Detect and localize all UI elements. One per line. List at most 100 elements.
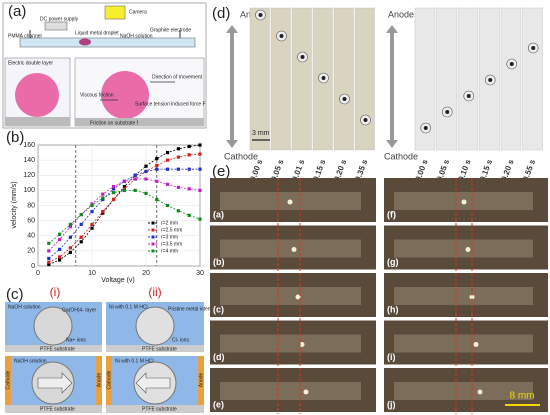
frame-label: (c) <box>213 304 224 314</box>
electrode <box>96 356 102 405</box>
arrow <box>37 372 73 394</box>
droplet <box>295 294 301 300</box>
data-point <box>198 152 202 156</box>
legend-label: r=2.5 mm <box>161 227 182 233</box>
data-point <box>198 143 202 147</box>
data-point <box>122 188 126 192</box>
data-point <box>58 247 62 251</box>
data-point <box>144 177 148 181</box>
data-point <box>198 217 202 221</box>
legend-marker <box>151 235 155 239</box>
data-point <box>112 187 116 191</box>
panel-label: (e) <box>212 163 230 180</box>
droplet <box>477 389 483 395</box>
droplet <box>135 306 175 346</box>
panel-label: (d) <box>212 5 230 22</box>
droplet-big <box>101 71 149 119</box>
data-point <box>176 209 180 213</box>
data-point <box>90 222 94 227</box>
data-point <box>144 164 148 168</box>
scale-label: 8 mm <box>510 391 535 402</box>
droplet-core <box>445 110 450 114</box>
data-point <box>68 250 72 254</box>
label: Viscous friction <box>80 92 114 98</box>
panel-b: (b) Voltage (v) velocity (mm/s) 0 20 40 60 8… <box>6 129 204 284</box>
series-line <box>48 178 201 252</box>
label: Cathode <box>106 370 112 389</box>
label: NaOH solution <box>14 358 47 364</box>
data-point <box>58 232 62 236</box>
data-point <box>68 222 72 227</box>
droplet-core <box>488 78 493 82</box>
panel-label: (c) <box>6 286 24 303</box>
data-point <box>155 167 159 171</box>
electrode <box>106 356 112 405</box>
label: Direction of movement <box>152 74 203 80</box>
data-point <box>176 155 180 159</box>
sub-label: (i) <box>50 285 61 299</box>
label: PMMA channel <box>8 33 42 39</box>
droplet-core <box>342 97 347 101</box>
y-tick-label: 0 <box>31 263 35 270</box>
y-tick-label: 100 <box>23 187 35 194</box>
legend-marker <box>151 242 155 246</box>
panel-d: (d) Anode Cathode Anode Cathode 0.00 s0.… <box>212 5 543 182</box>
data-point <box>47 260 51 264</box>
data-point <box>90 226 94 230</box>
data-point <box>79 212 83 217</box>
data-point <box>166 150 170 155</box>
data-point <box>155 197 159 202</box>
label: Anode <box>96 373 102 388</box>
video-frame <box>436 7 457 151</box>
droplet-core <box>531 46 536 50</box>
data-point <box>144 191 148 195</box>
channel <box>394 334 533 353</box>
frame-label: (g) <box>387 257 399 267</box>
data-point <box>166 203 170 208</box>
label: Cathode <box>5 370 11 389</box>
video-frame <box>522 7 543 151</box>
droplet <box>465 247 471 252</box>
frame-label: (a) <box>213 209 224 219</box>
data-point <box>187 153 191 157</box>
label: PTFE substrate <box>40 346 75 352</box>
data-point <box>166 182 170 186</box>
panel-a: (a) Camera DC power supply Graphite elec… <box>2 2 207 129</box>
y-tick-label: 60 <box>27 217 35 224</box>
label: PTFE substrate <box>40 406 75 412</box>
droplet-big <box>15 73 59 117</box>
label: NaOH solution <box>8 304 41 310</box>
scale-label: 3 mm <box>252 130 270 137</box>
label: Camera <box>129 9 147 15</box>
camera-icon <box>104 5 126 20</box>
data-point <box>47 262 51 267</box>
data-point <box>198 188 202 192</box>
substrate <box>5 117 70 126</box>
arrow <box>135 372 171 394</box>
arrow <box>386 25 398 148</box>
data-point <box>187 167 191 171</box>
panel-label: (a) <box>8 3 26 20</box>
video-frame <box>414 7 436 151</box>
droplet <box>33 306 73 346</box>
droplet-core <box>279 34 284 38</box>
label: Anode <box>198 373 204 388</box>
data-point <box>58 237 62 242</box>
power-icon <box>44 21 68 31</box>
frame-label: (i) <box>387 352 396 362</box>
substrate <box>5 345 102 352</box>
panel-e: (e) (a) (b) (c) (d) (e) (f) (g) (h) (i) (j) 8 mm <box>210 163 548 414</box>
data-point <box>112 191 116 195</box>
substrate <box>75 118 204 126</box>
y-tick-label: 40 <box>27 233 35 240</box>
channel <box>220 334 361 353</box>
legend-marker <box>151 228 155 232</box>
frame-label: (e) <box>213 399 224 409</box>
data-point <box>176 147 180 151</box>
label: Pristine metal interface <box>168 306 219 312</box>
frame-label: (h) <box>387 304 399 314</box>
channel <box>220 287 361 305</box>
video-frame <box>270 7 291 151</box>
droplet <box>473 342 479 347</box>
